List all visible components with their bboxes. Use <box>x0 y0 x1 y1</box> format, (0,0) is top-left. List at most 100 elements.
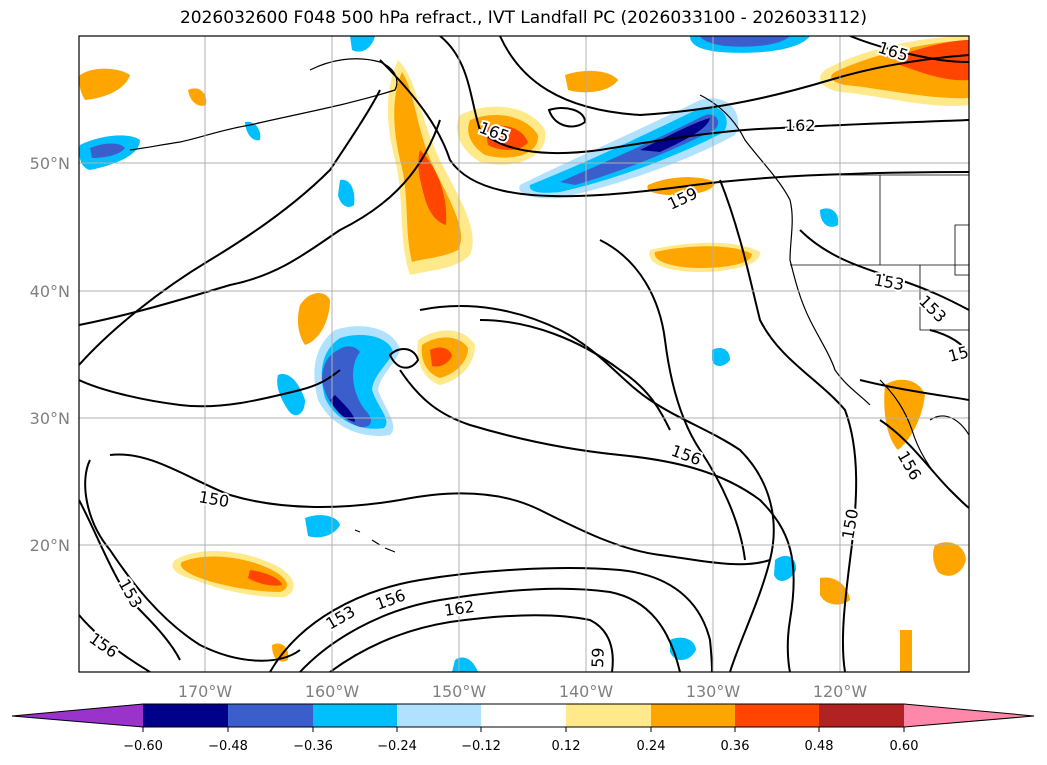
positive-fill <box>654 246 752 268</box>
colorbar-extend-high <box>904 704 1034 727</box>
height-contour <box>79 614 151 672</box>
height-contour <box>859 379 969 401</box>
north-america-coastline <box>699 94 871 406</box>
colorbar-tick-label: −0.60 <box>123 739 163 754</box>
anomaly-fills <box>79 36 969 672</box>
height-contour <box>388 348 420 369</box>
negative-fill <box>305 515 340 538</box>
height-contour <box>84 459 301 662</box>
height-contour <box>799 229 969 311</box>
colorbar-swatch <box>143 704 228 727</box>
positive-fill <box>900 630 912 672</box>
positive-fill <box>430 347 452 367</box>
colorbar-tick-label: −0.36 <box>293 739 333 754</box>
positive-fill <box>485 125 528 150</box>
longitude-labels: 170°W 160°W 150°W 140°W 130°W 120°W <box>178 682 868 701</box>
negative-fill <box>90 143 125 158</box>
map-frame <box>78 35 970 673</box>
lon-label: 170°W <box>178 682 233 701</box>
colorbar-tick-label: 0.48 <box>805 739 834 754</box>
colorbar-swatch <box>481 704 566 727</box>
positive-fill <box>418 150 447 225</box>
negative-fill <box>774 555 797 582</box>
negative-fill <box>245 121 261 141</box>
height-contour <box>599 239 746 561</box>
colorbar-tick-label: −0.24 <box>377 739 417 754</box>
height-contour <box>547 107 587 128</box>
height-contour <box>79 369 341 408</box>
height-contour <box>719 179 858 672</box>
height-contour <box>299 587 681 672</box>
height-contour <box>269 567 713 672</box>
colorbar-swatch <box>735 704 819 727</box>
colorbar-swatch <box>566 704 651 727</box>
height-contour <box>379 59 969 198</box>
height-contour <box>79 89 381 366</box>
lat-label: 40°N <box>30 282 70 301</box>
contour-label: 59 <box>588 647 608 668</box>
border-line <box>954 224 969 276</box>
colorbar-tick-label: −0.48 <box>208 739 248 754</box>
height-contour <box>399 369 795 672</box>
height-contour <box>329 614 614 672</box>
alaska-coastline <box>129 58 398 151</box>
positive-fill <box>565 70 618 93</box>
lon-label: 160°W <box>305 682 360 701</box>
height-contour <box>79 499 181 661</box>
height-contour <box>929 329 969 356</box>
map-title: 2026032600 F048 500 hPa refract., IVT La… <box>179 8 867 28</box>
positive-fill <box>933 542 966 576</box>
lon-label: 120°W <box>813 682 868 701</box>
positive-fill <box>297 293 330 345</box>
negative-fill <box>330 395 355 422</box>
lon-label: 130°W <box>686 682 741 701</box>
coastlines <box>129 58 969 553</box>
positive-fill <box>900 40 969 81</box>
height-contour <box>419 305 775 672</box>
height-contour <box>849 36 969 63</box>
lat-label: 20°N <box>30 536 70 555</box>
colorbar-tick-label: −0.12 <box>461 739 501 754</box>
colorbar-tick-label: 0.60 <box>890 739 919 754</box>
negative-fill <box>670 637 696 661</box>
colorbar-swatch <box>397 704 481 727</box>
height-contour <box>439 36 969 155</box>
gridlines <box>79 36 969 672</box>
negative-fill <box>277 374 305 416</box>
negative-fill <box>820 208 839 227</box>
lat-label: 50°N <box>30 154 70 173</box>
height-contour <box>479 319 671 431</box>
negative-fill <box>640 118 710 152</box>
colorbar-tick-label: 0.36 <box>721 739 750 754</box>
negative-fill <box>350 36 375 52</box>
negative-fill <box>700 36 790 47</box>
positive-fill <box>248 570 282 586</box>
latitude-labels: 50°N 40°N 30°N 20°N <box>30 154 70 555</box>
colorbar-swatch <box>228 704 313 727</box>
negative-fill <box>322 346 372 428</box>
border-line <box>919 265 969 331</box>
colorbar: −0.60 −0.48 −0.36 −0.24 −0.12 0.12 0.24 … <box>11 703 1035 754</box>
positive-fill <box>820 577 850 605</box>
height-contour <box>879 419 969 509</box>
baja-coastline <box>879 379 946 486</box>
height-contour <box>109 453 771 566</box>
colorbar-swatch <box>651 704 735 727</box>
colorbar-tick-label: 0.12 <box>552 739 581 754</box>
height-contour <box>499 36 969 117</box>
positive-fill <box>188 88 207 106</box>
colorbar-ticks <box>142 727 905 732</box>
colorbar-swatch <box>819 704 904 727</box>
contour-label: 162 <box>785 116 816 135</box>
height-contours <box>79 36 969 672</box>
lat-label: 30°N <box>30 409 70 428</box>
lon-label: 150°W <box>432 682 487 701</box>
negative-fill <box>712 348 730 366</box>
negative-fill <box>529 106 727 193</box>
colorbar-swatch <box>313 704 397 727</box>
lon-label: 140°W <box>559 682 614 701</box>
height-contour <box>79 119 441 326</box>
positive-fill <box>79 68 130 100</box>
negative-fill <box>338 179 355 207</box>
